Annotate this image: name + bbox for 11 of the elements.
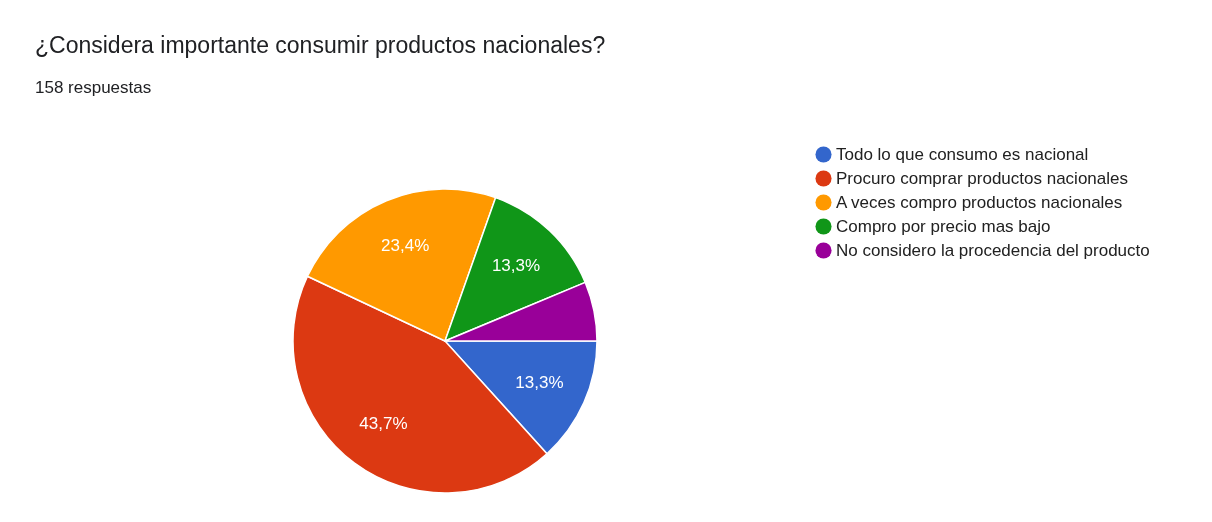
chart-title: ¿Considera importante consumir productos nacionales? [35, 32, 606, 58]
text: 158 respuestas [35, 78, 152, 97]
data-label: 13,3% [491, 255, 541, 275]
legend-label: Procuro comprar productos nacionales [836, 168, 1128, 188]
data-label: 43,7% [359, 414, 408, 434]
legend-label: A veces compro productos nacionales [836, 192, 1123, 212]
data-label: 13,3% [515, 372, 564, 392]
legend-label: No considero la procedencia del producto [836, 240, 1150, 260]
legend-label: Compro por precio mas bajo [836, 216, 1051, 236]
data-label: 23,4% [381, 235, 430, 255]
legend-label: Todo lo que consumo es nacional [836, 144, 1089, 164]
